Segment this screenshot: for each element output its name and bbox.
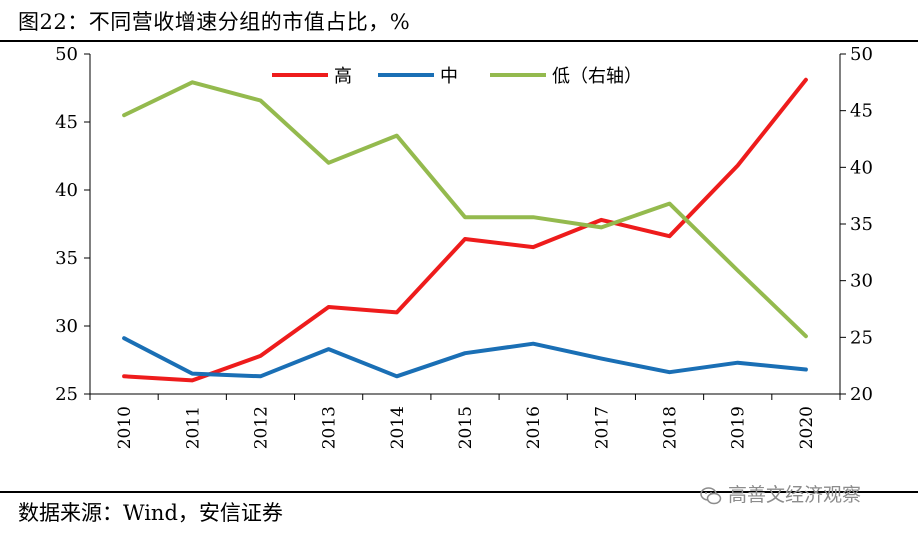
- y-right-tick-label: 25: [850, 327, 873, 348]
- legend-label: 高: [334, 66, 352, 87]
- x-tick-label: 2011: [183, 406, 203, 449]
- series-line: [122, 77, 808, 383]
- watermark: 高善文经济观察: [700, 480, 861, 507]
- x-tick-label: 2015: [456, 406, 476, 449]
- y-right-tick-label: 20: [850, 384, 873, 405]
- series-line: [122, 80, 808, 339]
- y-left-tick-label: 25: [55, 384, 78, 405]
- y-right-tick-label: 45: [850, 101, 873, 122]
- y-left-tick-label: 40: [55, 180, 78, 201]
- title-rule: [0, 40, 918, 42]
- y-right-tick-label: 50: [850, 44, 873, 65]
- x-tick-label: 2014: [388, 406, 408, 449]
- x-tick-label: 2018: [661, 406, 681, 449]
- x-tick-label: 2013: [320, 406, 340, 449]
- y-left-tick-label: 45: [55, 112, 78, 133]
- y-right-tick-label: 35: [850, 214, 873, 235]
- watermark-text: 高善文经济观察: [728, 484, 862, 506]
- source-note: 数据来源：Wind，安信证券: [18, 501, 283, 525]
- x-tick-label: 2020: [797, 406, 817, 449]
- legend-label: 中: [440, 66, 458, 87]
- line-chart: 25 30 35 40 45 50 20 25 30 35 40 45 50 2010 2011 2012 20…: [55, 44, 873, 449]
- legend-label: 低（右轴）: [552, 66, 642, 87]
- y-left-tick-label: 50: [55, 44, 78, 65]
- x-tick-label: 2010: [115, 406, 135, 449]
- x-tick-label: 2019: [729, 406, 749, 449]
- y-right-tick-label: 30: [850, 271, 873, 292]
- x-tick-label: 2017: [592, 406, 612, 449]
- y-left-tick-label: 30: [55, 316, 78, 337]
- y-right-tick-label: 40: [850, 157, 873, 178]
- chart-title: 图22：不同营收增速分组的市值占比，%: [18, 10, 411, 34]
- x-tick-label: 2012: [251, 406, 271, 449]
- wechat-icon: [700, 485, 722, 507]
- series-line: [122, 336, 808, 379]
- source-rule: [0, 491, 918, 493]
- y-left-tick-label: 35: [55, 248, 78, 269]
- x-tick-label: 2016: [524, 406, 544, 449]
